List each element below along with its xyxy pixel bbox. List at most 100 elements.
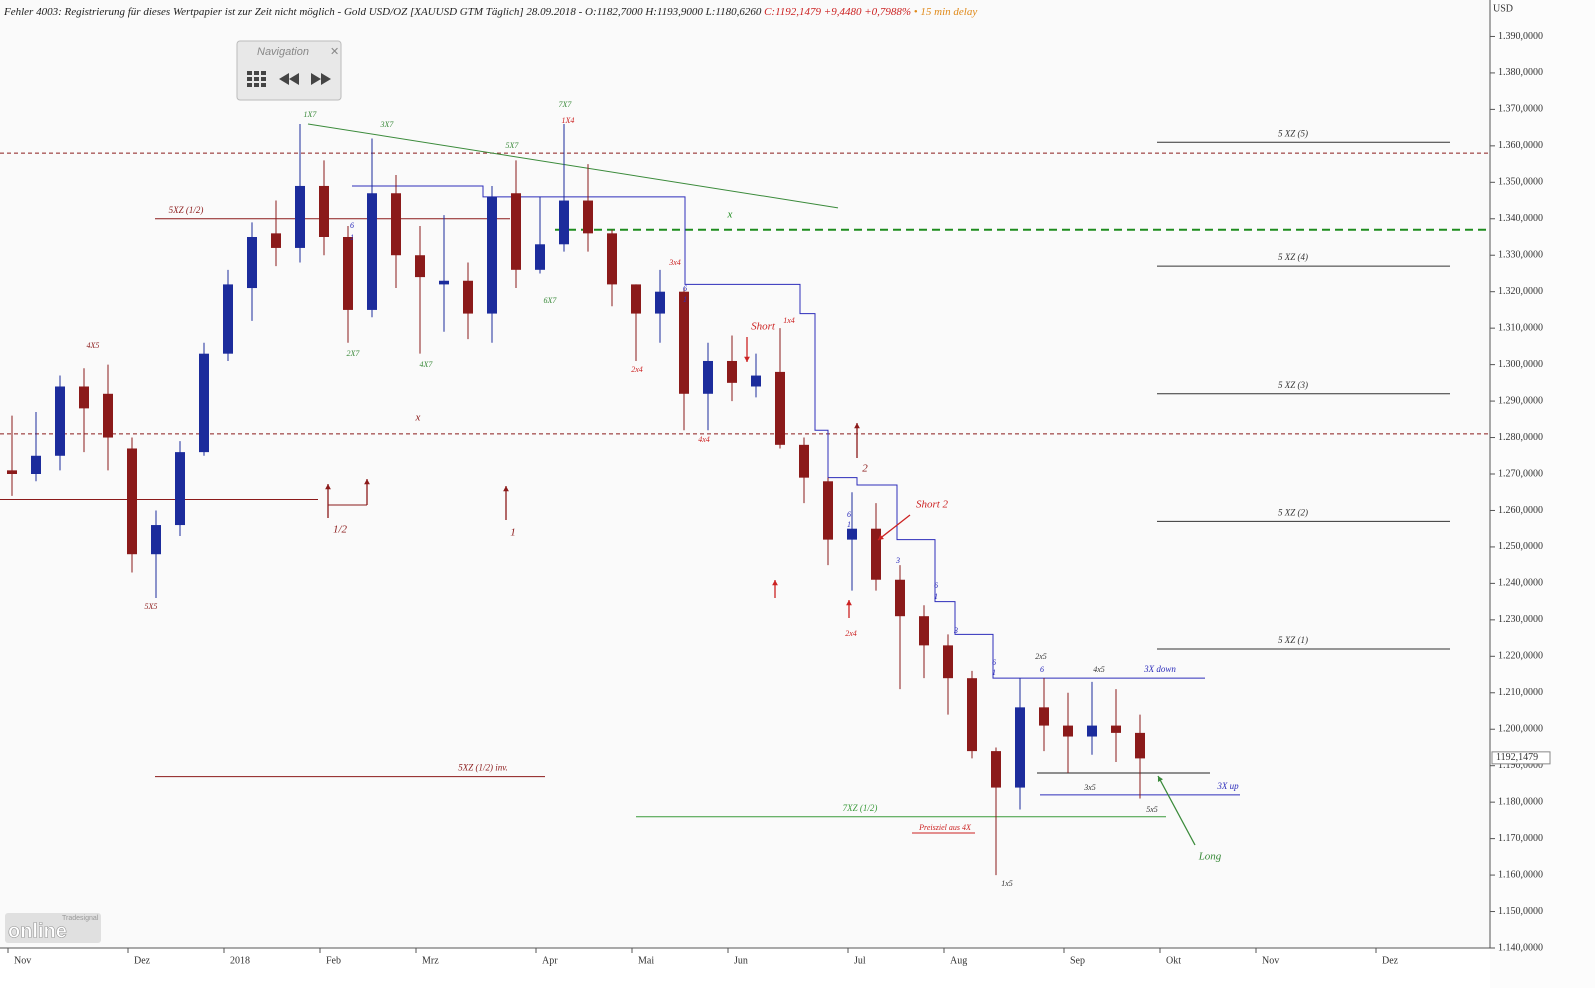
annotation: 1 — [510, 527, 516, 539]
grid-button[interactable] — [247, 71, 266, 87]
annotation: 4x5 — [1093, 665, 1105, 674]
candle-body — [895, 579, 905, 617]
arrow-head — [1157, 776, 1164, 782]
annotation: 2x5 — [1035, 652, 1047, 661]
annotation: 1 — [992, 668, 996, 677]
y-tick-label: 1.140,0000 — [1498, 942, 1543, 953]
navigation-widget: Navigation ✕ — [236, 40, 342, 101]
y-tick-label: 1.360,0000 — [1498, 140, 1543, 151]
arrow — [1157, 775, 1196, 846]
x-tick-label: Feb — [326, 955, 341, 966]
candle-body — [127, 448, 137, 555]
x-tick-label: Dez — [134, 955, 151, 966]
arrow-head — [325, 484, 331, 490]
annotation: 3x4 — [668, 258, 681, 267]
candle-body — [967, 678, 977, 752]
candle-body — [367, 193, 377, 310]
candle-body — [415, 255, 425, 278]
annotation: 5x5 — [1146, 805, 1158, 814]
rewind-button[interactable] — [279, 73, 299, 85]
candle-body — [847, 528, 857, 540]
annotation: 1x4 — [783, 316, 795, 325]
annotation: Short 2 — [916, 499, 949, 511]
annotation: 6 — [934, 581, 938, 590]
y-tick-label: 1.370,0000 — [1498, 104, 1543, 115]
title-change: C:1192,1479 +9,4480 +0,7988% — [764, 6, 911, 18]
forward-button[interactable] — [311, 73, 331, 85]
x-tick-label: Sep — [1070, 955, 1085, 966]
y-tick-label: 1.300,0000 — [1498, 359, 1543, 370]
candle-body — [535, 244, 545, 270]
y-tick-label: 1.190,0000 — [1498, 760, 1543, 771]
x-tick-label: Mai — [638, 955, 654, 966]
candle-body — [463, 280, 473, 314]
y-tick-label: 1.290,0000 — [1498, 395, 1543, 406]
axis-area — [1490, 0, 1595, 988]
annotation: 1 — [847, 520, 851, 529]
annotation: 7X7 — [559, 100, 573, 109]
candle-body — [1087, 725, 1097, 737]
y-tick-label: 1.250,0000 — [1498, 541, 1543, 552]
candle-body — [799, 444, 809, 478]
annotation: Short — [751, 321, 776, 333]
x-tick-label: Apr — [542, 955, 558, 966]
y-tick-label: 1.160,0000 — [1498, 869, 1543, 880]
last-price-box — [1491, 751, 1551, 765]
candle-body — [55, 386, 65, 456]
arrow-head — [854, 423, 860, 429]
level-label: 7XZ (1/2) — [843, 803, 878, 813]
annotation: 5X7 — [506, 141, 520, 150]
arrow-head — [364, 479, 370, 485]
annotation: 3x5 — [1083, 783, 1096, 792]
arrow-head — [846, 600, 852, 606]
plot-area — [0, 0, 1490, 948]
logo-box — [5, 913, 101, 943]
annotation: 1 — [350, 233, 354, 242]
title-main: Fehler 4003: Registrierung für dieses We… — [3, 6, 762, 18]
navigation-close[interactable]: ✕ — [330, 46, 339, 58]
candle-body — [583, 200, 593, 234]
y-tick-label: 1.350,0000 — [1498, 177, 1543, 188]
y-tick-label: 1.170,0000 — [1498, 833, 1543, 844]
y-tick-label: 1.320,0000 — [1498, 286, 1543, 297]
level-label: 5XZ (1/2) inv. — [458, 763, 508, 773]
annotation: 1X7 — [304, 110, 318, 119]
annotation: 6 — [847, 510, 851, 519]
candle-body — [391, 193, 401, 256]
y-tick-label: 1.380,0000 — [1498, 67, 1543, 78]
x-tick-label: Nov — [1262, 955, 1279, 966]
title-delay: • 15 min delay — [914, 6, 978, 18]
arrow-head — [878, 534, 884, 540]
candle-body — [487, 196, 497, 314]
x-tick-label: Aug — [950, 955, 967, 966]
candle-body — [1111, 725, 1121, 733]
candle-body — [1135, 732, 1145, 759]
x-tick-label: Jul — [854, 955, 866, 966]
annotation: 3 — [895, 556, 900, 565]
last-price-label: 1192,1479 — [1496, 752, 1538, 763]
annotation: 2X7 — [347, 349, 361, 358]
y-tick-label: 1.230,0000 — [1498, 614, 1543, 625]
annotation: 1/2 — [333, 524, 348, 536]
x-tick-label: Jun — [734, 955, 748, 966]
candle-body — [943, 645, 953, 679]
annotation: 6 — [683, 284, 687, 293]
annotation: 4X5 — [87, 341, 100, 350]
annotation: 1 — [934, 592, 938, 601]
candle-body — [79, 386, 89, 409]
candle-body — [655, 291, 665, 314]
level-label: 5XZ (1/2) — [169, 205, 204, 215]
annotation: 4X7 — [420, 360, 434, 369]
candle-body — [727, 360, 737, 383]
y-axis-label: USD — [1493, 3, 1513, 14]
arrow-head — [744, 356, 750, 362]
annotation: 6 — [1040, 665, 1044, 674]
arrow-head — [503, 486, 509, 492]
candle-body — [175, 452, 185, 526]
candle-body — [559, 200, 569, 245]
candle-body — [1063, 725, 1073, 737]
candle-body — [991, 751, 1001, 788]
x-tick-label: Mrz — [422, 955, 439, 966]
level-label: 5 XZ (2) — [1278, 507, 1308, 517]
